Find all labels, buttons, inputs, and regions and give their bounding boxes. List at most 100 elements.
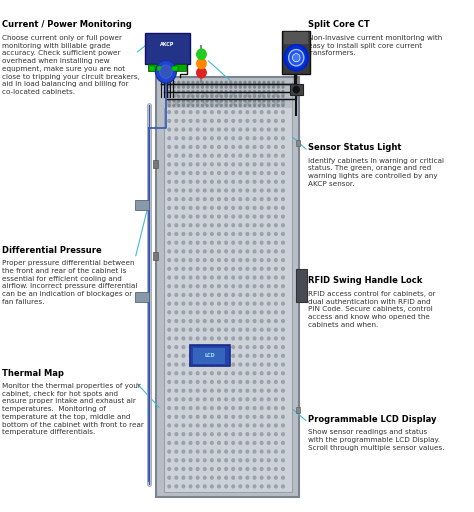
Circle shape — [210, 189, 213, 192]
Circle shape — [196, 372, 199, 375]
Bar — [284, 32, 308, 44]
Circle shape — [246, 172, 249, 175]
Circle shape — [192, 81, 194, 83]
Circle shape — [282, 163, 284, 166]
Circle shape — [267, 241, 270, 244]
Circle shape — [182, 372, 185, 375]
Circle shape — [218, 154, 220, 157]
Circle shape — [239, 302, 242, 305]
Circle shape — [239, 241, 242, 244]
Circle shape — [277, 100, 279, 102]
Circle shape — [196, 311, 199, 314]
Circle shape — [239, 145, 242, 148]
Circle shape — [175, 328, 178, 331]
Text: Sensor Status Light: Sensor Status Light — [308, 143, 401, 153]
Circle shape — [210, 180, 213, 183]
Circle shape — [239, 250, 242, 253]
Circle shape — [168, 293, 171, 296]
Circle shape — [274, 189, 277, 192]
Circle shape — [246, 198, 249, 201]
Circle shape — [220, 95, 222, 97]
Circle shape — [246, 111, 249, 114]
Circle shape — [282, 398, 284, 401]
Circle shape — [218, 250, 220, 253]
Circle shape — [210, 93, 213, 96]
Circle shape — [232, 398, 235, 401]
Circle shape — [203, 285, 206, 288]
Circle shape — [218, 372, 220, 375]
Circle shape — [254, 86, 255, 88]
Circle shape — [253, 259, 256, 262]
Circle shape — [203, 337, 206, 340]
Circle shape — [203, 398, 206, 401]
Circle shape — [239, 102, 242, 105]
Circle shape — [218, 259, 220, 262]
Circle shape — [246, 398, 249, 401]
Circle shape — [187, 104, 189, 106]
Circle shape — [182, 163, 185, 166]
Circle shape — [232, 250, 235, 253]
Circle shape — [232, 346, 235, 349]
Circle shape — [239, 137, 242, 140]
Circle shape — [189, 206, 192, 209]
Circle shape — [216, 95, 218, 97]
Circle shape — [178, 81, 180, 83]
Circle shape — [182, 328, 185, 331]
Circle shape — [210, 476, 213, 479]
Circle shape — [196, 189, 199, 192]
Circle shape — [260, 137, 263, 140]
Circle shape — [274, 232, 277, 236]
Circle shape — [196, 363, 199, 366]
Circle shape — [203, 250, 206, 253]
Circle shape — [196, 285, 199, 288]
Circle shape — [196, 232, 199, 236]
Circle shape — [267, 111, 270, 114]
Circle shape — [182, 93, 185, 96]
Circle shape — [235, 86, 237, 88]
Circle shape — [189, 415, 192, 418]
Circle shape — [232, 224, 235, 227]
Circle shape — [246, 93, 249, 96]
Circle shape — [258, 100, 260, 102]
Circle shape — [253, 302, 256, 305]
Circle shape — [225, 398, 228, 401]
Circle shape — [218, 407, 220, 410]
Circle shape — [211, 95, 213, 97]
Circle shape — [182, 154, 185, 157]
Circle shape — [210, 311, 213, 314]
Circle shape — [182, 172, 185, 175]
Circle shape — [189, 276, 192, 279]
Circle shape — [258, 81, 260, 83]
Circle shape — [260, 163, 263, 166]
Circle shape — [182, 424, 185, 427]
Circle shape — [232, 354, 235, 357]
Circle shape — [175, 241, 178, 244]
Circle shape — [203, 441, 206, 444]
Circle shape — [267, 459, 270, 462]
Circle shape — [274, 354, 277, 357]
Circle shape — [189, 259, 192, 262]
Circle shape — [260, 485, 263, 488]
Circle shape — [197, 95, 199, 97]
Circle shape — [274, 433, 277, 436]
Circle shape — [273, 104, 274, 106]
Circle shape — [225, 154, 228, 157]
Bar — [157, 66, 163, 71]
Circle shape — [225, 328, 228, 331]
Circle shape — [182, 100, 184, 102]
Circle shape — [216, 104, 218, 106]
Circle shape — [168, 119, 171, 122]
Circle shape — [274, 102, 277, 105]
Circle shape — [274, 441, 277, 444]
Circle shape — [196, 154, 199, 157]
Circle shape — [225, 407, 228, 410]
Circle shape — [168, 128, 171, 131]
Circle shape — [211, 104, 213, 106]
Circle shape — [218, 302, 220, 305]
Circle shape — [267, 372, 270, 375]
Circle shape — [210, 372, 213, 375]
Circle shape — [210, 459, 213, 462]
Circle shape — [168, 100, 170, 102]
Circle shape — [232, 363, 235, 366]
Circle shape — [274, 163, 277, 166]
